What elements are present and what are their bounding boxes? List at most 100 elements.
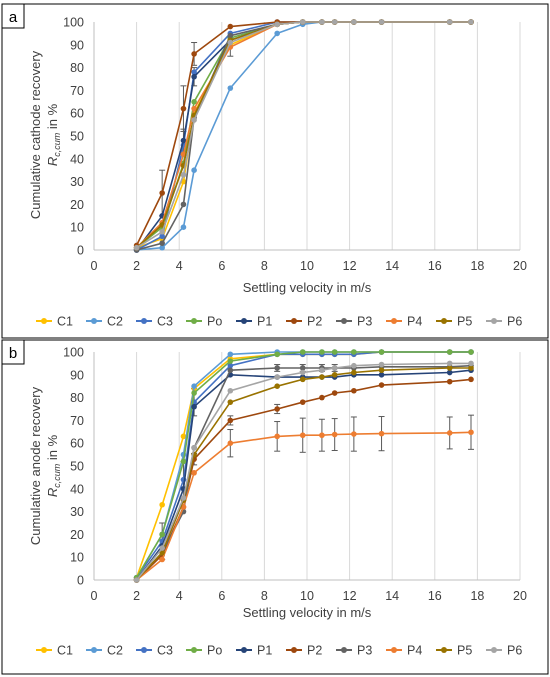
x-tick-label: 14 [385, 589, 399, 603]
data-point-p4 [159, 556, 165, 563]
data-point-p2 [227, 23, 234, 30]
legend-label-c2: C2 [107, 644, 123, 658]
data-point-p6 [351, 19, 357, 25]
data-point-p3 [180, 201, 187, 208]
x-tick-label: 0 [91, 259, 98, 273]
legend-marker-po [191, 318, 197, 324]
legend-marker-c1 [41, 318, 47, 324]
legend-marker-p5 [441, 647, 447, 653]
data-point-p3 [274, 365, 280, 371]
y-axis-label-line1: Cumulative anode recovery [28, 386, 43, 545]
data-point-p4 [446, 430, 453, 436]
data-point-p6 [378, 19, 385, 25]
data-point-p2 [319, 394, 325, 401]
data-point-p5 [159, 549, 165, 556]
data-point-p5 [299, 376, 306, 383]
panel-label-box [1, 339, 25, 365]
x-tick-label: 6 [218, 259, 225, 273]
legend-label-p3: P3 [357, 644, 372, 658]
legend-marker-p4 [391, 318, 397, 324]
data-point-c2 [159, 244, 165, 251]
y-tick-label: 80 [70, 61, 84, 75]
y-axis-label-line2: Rc,cum in % [45, 434, 62, 497]
x-tick-label: 12 [343, 259, 357, 273]
y-tick-label: 70 [70, 84, 84, 98]
data-point-c2 [227, 85, 234, 91]
legend-label-c3: C3 [157, 315, 173, 329]
y-tick-label: 20 [70, 528, 84, 542]
legend-marker-p6 [491, 318, 497, 324]
data-point-p2 [446, 378, 453, 385]
data-point-p6 [227, 39, 234, 46]
data-point-po [180, 458, 187, 465]
series-line-p1 [135, 21, 471, 251]
legend-label-p4: P4 [407, 315, 422, 329]
data-point-p2 [468, 376, 474, 383]
legend-label-p1: P1 [257, 644, 272, 658]
data-point-p6 [299, 369, 306, 376]
panel-label: a [9, 9, 18, 26]
legend-label-p5: P5 [457, 315, 472, 329]
x-axis-label: Settling velocity in m/s [243, 605, 372, 620]
y-tick-label: 60 [70, 437, 84, 451]
legend-label-p3: P3 [357, 315, 372, 329]
data-point-p6 [180, 495, 187, 501]
x-tick-label: 16 [428, 259, 442, 273]
panel-label: b [9, 345, 17, 362]
data-point-p3 [227, 32, 234, 39]
data-point-p6 [378, 361, 385, 368]
x-tick-label: 14 [385, 259, 399, 273]
x-tick-label: 4 [176, 589, 183, 603]
data-point-p2 [274, 406, 280, 412]
data-point-p5 [227, 399, 234, 405]
data-point-p2 [378, 382, 385, 388]
data-point-p4 [227, 440, 234, 447]
data-point-p6 [331, 365, 338, 371]
panel-b: b 0 2 4 6 8 10 12 14 16 18 20 0 10 20 30 40 50 60 70 80 90 100… [1, 339, 549, 675]
y-axis-label: Cumulative cathode recovery Rc,cum in % [28, 50, 62, 219]
data-point-p4 [191, 470, 197, 476]
data-point-p5 [351, 369, 357, 376]
x-tick-label: 18 [470, 259, 484, 273]
series-line-p3 [136, 364, 472, 581]
data-point-po [227, 358, 234, 364]
y-axis-label-line1: Cumulative cathode recovery [28, 50, 43, 219]
data-point-p6 [133, 244, 140, 251]
data-point-po [274, 351, 280, 358]
legend-label-p6: P6 [507, 644, 522, 658]
data-point-p5 [331, 372, 338, 378]
data-point-p4 [351, 431, 357, 437]
data-point-p5 [319, 374, 325, 380]
legend-marker-p6 [491, 647, 497, 653]
x-tick-label: 20 [513, 589, 527, 603]
data-point-c3 [191, 69, 197, 75]
legend-label-p5: P5 [457, 644, 472, 658]
data-point-p2 [180, 105, 187, 112]
data-point-p6 [227, 387, 234, 394]
panel-label-box [1, 3, 25, 29]
data-point-c1 [159, 501, 165, 508]
legend-label-c1: C1 [57, 315, 73, 329]
data-point-c2 [274, 30, 280, 37]
x-tick-label: 2 [133, 589, 140, 603]
data-point-p5 [468, 365, 474, 371]
data-point-p4 [299, 432, 306, 439]
legend-marker-p2 [291, 647, 297, 653]
data-point-p6 [180, 171, 187, 178]
data-point-p4 [468, 429, 474, 436]
data-point-p6 [331, 19, 338, 25]
data-point-p6 [319, 367, 325, 374]
series-line-c3 [136, 21, 471, 251]
data-point-p4 [191, 105, 197, 112]
series-line-p6 [135, 362, 471, 581]
y-tick-label: 80 [70, 391, 84, 405]
x-tick-label: 18 [470, 589, 484, 603]
data-point-po [446, 349, 453, 355]
x-tick-label: 20 [513, 259, 527, 273]
data-point-p3 [299, 365, 306, 371]
data-point-p6 [159, 228, 165, 235]
legend-marker-p3 [341, 647, 347, 653]
y-tick-label: 60 [70, 107, 84, 121]
data-point-p4 [378, 430, 385, 437]
